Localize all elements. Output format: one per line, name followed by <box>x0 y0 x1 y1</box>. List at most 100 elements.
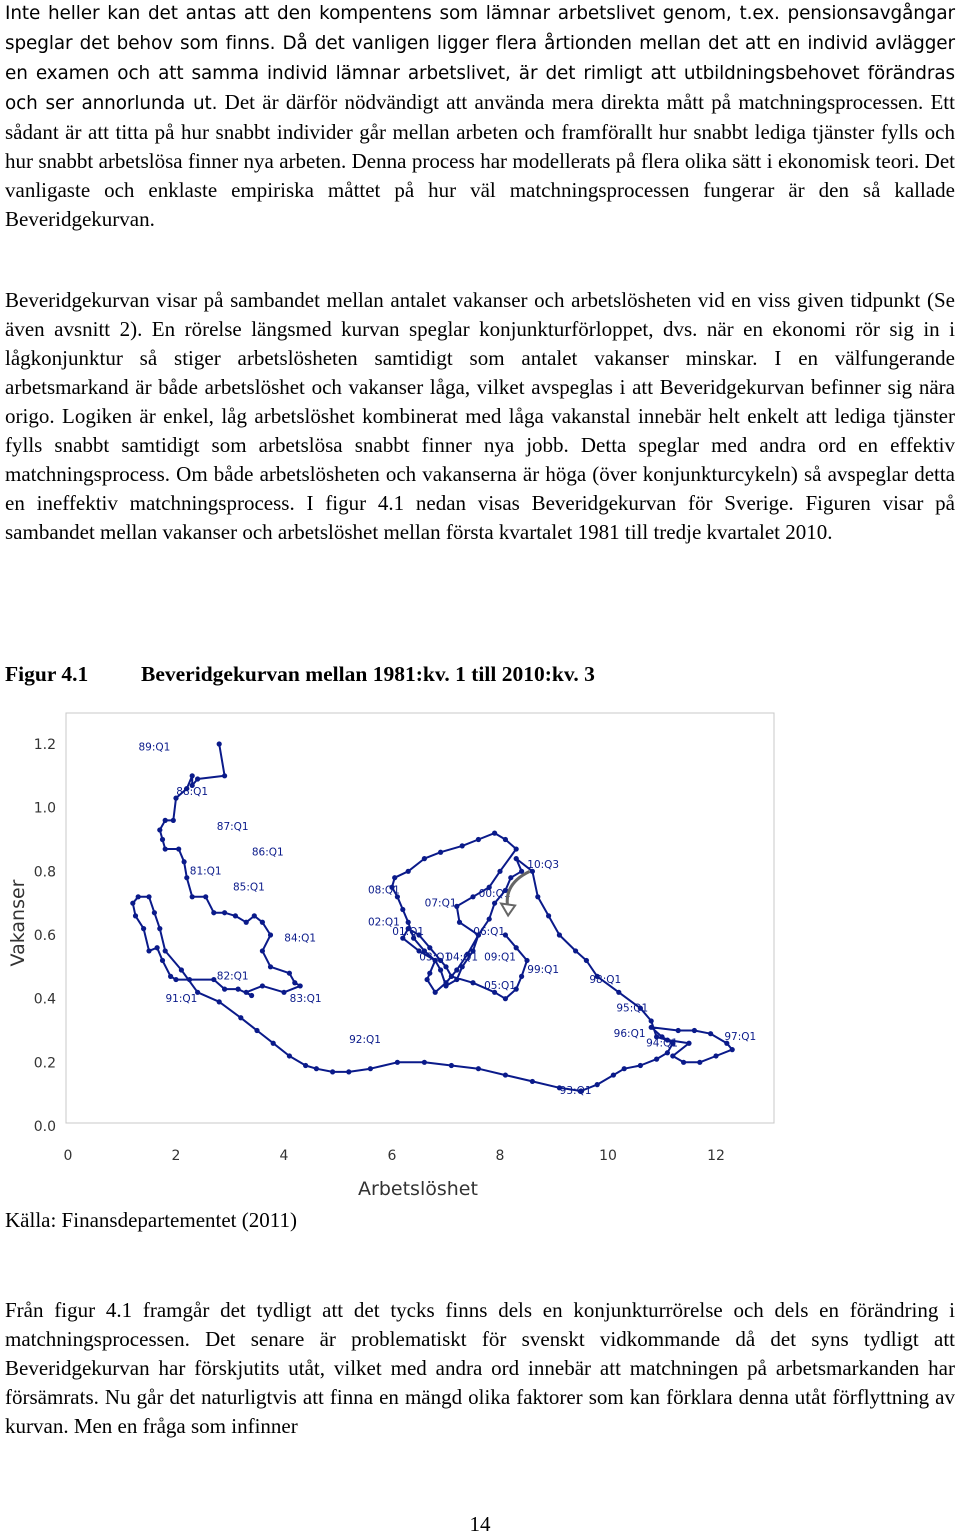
data-point <box>195 989 201 995</box>
paragraph-intro-rest: Det är därför nödvändigt att använda mer… <box>5 90 955 231</box>
data-point <box>691 1027 698 1034</box>
data-point <box>583 957 590 964</box>
x-tick-label: 12 <box>707 1148 725 1164</box>
page-number: 14 <box>469 1512 491 1536</box>
data-point <box>176 846 182 852</box>
figure-source: Källa: Finansdepartementet (2011) <box>5 1208 297 1232</box>
data-point <box>729 1047 735 1053</box>
data-point <box>286 970 292 976</box>
data-point <box>405 868 411 874</box>
data-point <box>475 932 481 938</box>
data-point <box>151 910 157 916</box>
data-point <box>621 1066 627 1072</box>
data-point <box>529 868 536 874</box>
data-point <box>670 1053 676 1059</box>
data-point <box>470 980 476 986</box>
data-point <box>556 932 563 938</box>
data-point <box>708 1031 714 1037</box>
data-point <box>519 868 525 874</box>
point-label: 02:Q1 <box>368 916 400 928</box>
data-point <box>189 773 195 779</box>
point-label: 83:Q1 <box>290 993 322 1005</box>
data-point <box>238 1015 244 1021</box>
data-point <box>389 884 395 890</box>
data-point <box>178 967 184 973</box>
data-point <box>443 964 449 970</box>
data-point <box>421 948 427 954</box>
x-tick-label: 10 <box>599 1148 617 1164</box>
data-point <box>267 932 274 938</box>
data-point <box>184 875 190 881</box>
data-point <box>470 894 476 900</box>
data-point <box>438 967 444 973</box>
data-point <box>181 859 187 865</box>
point-label: 97:Q1 <box>724 1031 756 1043</box>
data-point <box>330 1069 336 1075</box>
data-point <box>222 986 228 992</box>
data-point <box>502 887 508 894</box>
data-point <box>594 973 600 979</box>
data-point <box>648 1018 654 1024</box>
data-point <box>486 916 492 922</box>
data-point <box>270 1040 276 1046</box>
point-label: 09:Q1 <box>484 951 516 963</box>
point-label: 03:Q1 <box>419 951 451 963</box>
data-point <box>664 1050 671 1056</box>
point-label: 98:Q1 <box>589 974 621 986</box>
y-tick-label: 0.6 <box>34 928 56 944</box>
data-point <box>162 846 168 852</box>
data-point <box>416 948 422 954</box>
data-point <box>251 913 257 919</box>
data-point <box>513 846 519 852</box>
data-point <box>173 976 179 983</box>
data-point <box>243 919 249 925</box>
data-point <box>492 900 498 906</box>
data-point <box>659 1034 665 1040</box>
data-point <box>670 1040 676 1046</box>
point-label: 07:Q1 <box>425 897 457 909</box>
point-label: 10:Q3 <box>527 859 559 871</box>
y-tick-label: 0.4 <box>34 992 56 1008</box>
x-axis-label: Arbetslöshet <box>358 1178 478 1200</box>
point-label: 86:Q1 <box>252 846 284 858</box>
data-point <box>186 976 193 983</box>
arrow-head <box>499 902 517 918</box>
beveridge-chart: 0.0 0.2 0.4 0.6 0.8 1.0 1.2 0 2 4 6 8 10 12 Arbetslösh… <box>0 708 780 1203</box>
data-point <box>664 1037 671 1043</box>
data-point <box>448 1062 454 1069</box>
point-label: 81:Q1 <box>190 866 222 878</box>
point-label: 95:Q1 <box>616 1002 648 1014</box>
figure-number: Figur 4.1 <box>5 662 89 686</box>
data-point <box>162 817 168 823</box>
data-point <box>400 906 406 913</box>
data-point <box>438 849 444 855</box>
y-tick-label: 1.0 <box>34 801 56 817</box>
data-point <box>686 1040 692 1046</box>
data-point <box>427 945 433 951</box>
paragraph-intro: Inte heller kan det antas att den kompen… <box>5 0 955 234</box>
point-label: 87:Q1 <box>217 821 249 833</box>
point-label: 82:Q1 <box>217 971 249 983</box>
data-point <box>502 1072 508 1078</box>
data-point <box>616 989 622 995</box>
data-point <box>497 868 503 874</box>
data-point <box>421 1059 427 1065</box>
data-point <box>292 980 298 986</box>
chart-svg: 0.0 0.2 0.4 0.6 0.8 1.0 1.2 0 2 4 6 8 10 12 Arbetslösh… <box>7 712 775 1200</box>
data-point <box>556 1085 563 1091</box>
data-point <box>697 1059 703 1065</box>
data-point <box>259 948 265 954</box>
data-point <box>168 973 174 979</box>
data-point <box>203 894 209 900</box>
data-point <box>394 1059 400 1065</box>
data-point <box>157 827 163 833</box>
point-label: 01:Q1 <box>392 926 424 938</box>
point-label: 04:Q1 <box>446 951 478 963</box>
point-label: 00:Q1 <box>479 888 511 900</box>
data-point <box>367 1066 373 1072</box>
data-point <box>392 875 398 881</box>
point-label: 96:Q1 <box>614 1028 646 1040</box>
point-label: 06:Q1 <box>473 926 505 938</box>
data-point <box>535 894 541 900</box>
data-point <box>432 989 438 995</box>
